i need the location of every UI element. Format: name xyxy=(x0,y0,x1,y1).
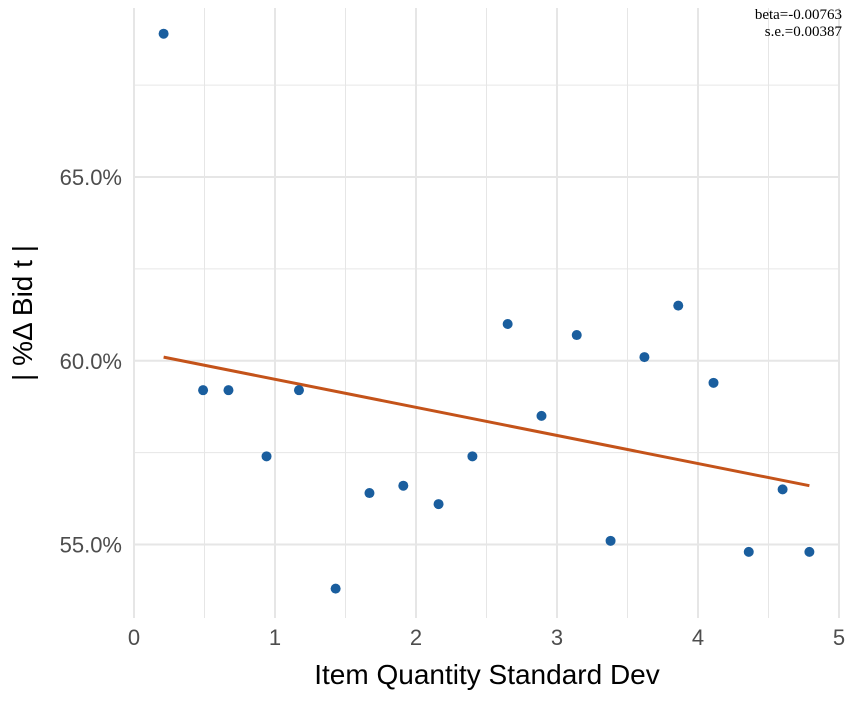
grid xyxy=(134,8,839,618)
data-point xyxy=(572,330,582,340)
x-tick-label: 0 xyxy=(128,625,140,650)
data-point xyxy=(778,484,788,494)
data-point xyxy=(467,451,477,461)
y-tick-labels: 55.0% 60.0% 65.0% xyxy=(60,165,122,557)
data-point xyxy=(673,301,683,311)
data-point xyxy=(804,547,814,557)
x-axis-title: Item Quantity Standard Dev xyxy=(314,659,660,690)
scatter-chart: 0 1 2 3 4 5 55.0% 60.0% 65.0% Item Quantity Sta… xyxy=(0,0,850,702)
y-axis-title: | %Δ Bid t | xyxy=(7,245,38,381)
data-point xyxy=(709,378,719,388)
data-point xyxy=(536,411,546,421)
annotation-beta: beta=-0.00763 xyxy=(755,7,842,23)
annotation-se: s.e.=0.00387 xyxy=(765,24,843,40)
data-point xyxy=(294,385,304,395)
data-point xyxy=(606,536,616,546)
data-point xyxy=(364,488,374,498)
data-point xyxy=(503,319,513,329)
data-point xyxy=(434,499,444,509)
data-point xyxy=(744,547,754,557)
data-point xyxy=(262,451,272,461)
data-point xyxy=(198,385,208,395)
data-point xyxy=(223,385,233,395)
x-tick-label: 2 xyxy=(410,625,422,650)
data-point xyxy=(159,29,169,39)
data-point xyxy=(639,352,649,362)
x-tick-label: 5 xyxy=(833,625,845,650)
x-tick-labels: 0 1 2 3 4 5 xyxy=(128,625,845,650)
y-tick-label: 55.0% xyxy=(60,533,122,558)
data-point xyxy=(331,584,341,594)
y-tick-label: 60.0% xyxy=(60,349,122,374)
x-tick-label: 1 xyxy=(269,625,281,650)
x-tick-label: 3 xyxy=(551,625,563,650)
data-point xyxy=(398,481,408,491)
y-tick-label: 65.0% xyxy=(60,165,122,190)
x-tick-label: 4 xyxy=(692,625,704,650)
